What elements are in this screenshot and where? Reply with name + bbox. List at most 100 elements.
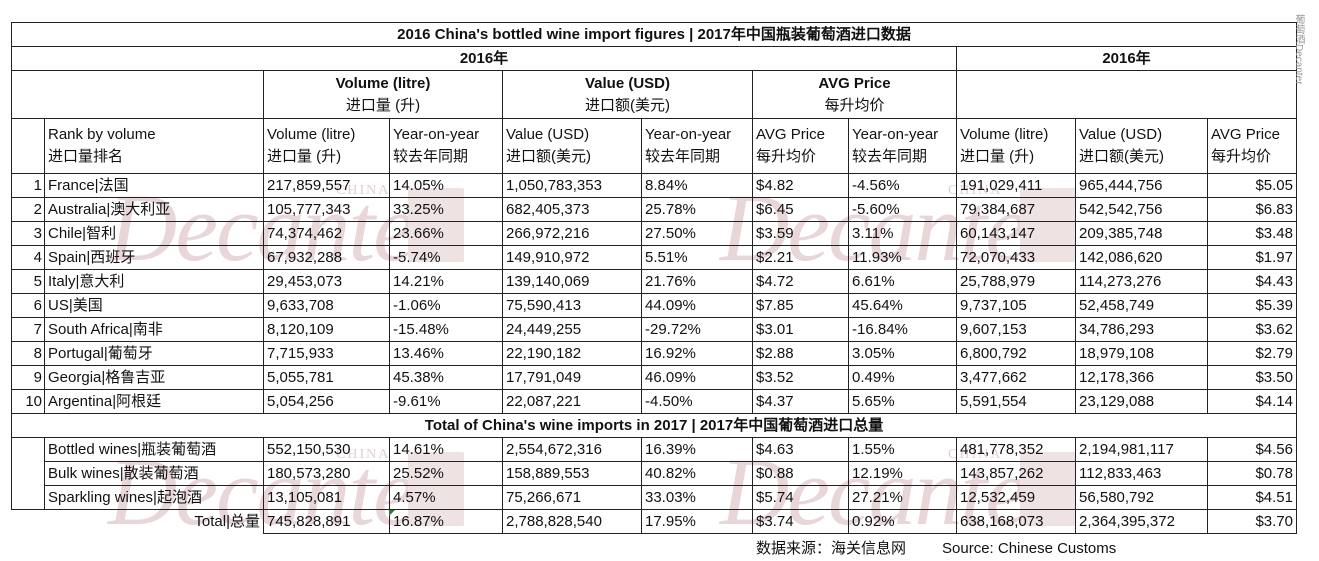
cell-val-2016: 114,273,276 bbox=[1075, 269, 1208, 294]
cell-val-yoy: 25.78% bbox=[641, 197, 753, 222]
cell-val-2016: 142,086,620 bbox=[1075, 245, 1208, 270]
cell-vol-2016: 191,029,411 bbox=[956, 173, 1076, 198]
cell-avg: $7.85 bbox=[752, 293, 849, 318]
cell-vol: 9,633,708 bbox=[263, 293, 390, 318]
cell-avg: $0.88 bbox=[752, 461, 849, 486]
table-row: 8 Portugal|葡萄牙 7,715,933 13.46% 22,190,182 16… bbox=[11, 341, 1297, 366]
cell-val-yoy: 21.76% bbox=[641, 269, 753, 294]
side-watermark: 葡萄酒Decanter bbox=[1293, 14, 1304, 85]
cell-country: US|美国 bbox=[44, 293, 264, 318]
cell-avg-yoy: 1.55% bbox=[848, 437, 957, 462]
cell-val-2016: 34,786,293 bbox=[1075, 317, 1208, 342]
rank-num-header bbox=[11, 118, 45, 174]
table-row: Bottled wines|瓶装葡萄酒 552,150,530 14.61% 2,55… bbox=[11, 437, 1297, 510]
blank-group-header-2016 bbox=[956, 70, 1297, 119]
cell-vol-yoy: 45.38% bbox=[389, 365, 503, 390]
cell-avg: $4.63 bbox=[752, 437, 849, 462]
cell-vol: 745,828,891 bbox=[263, 509, 390, 534]
group-header-volume: Volume (litre) 进口量 (升) bbox=[263, 70, 503, 119]
cell-vol-yoy: -1.06% bbox=[389, 293, 503, 318]
table-row: 10 Argentina|阿根廷 5,054,256 -9.61% 22,087,221… bbox=[11, 389, 1297, 414]
cell-avg-yoy: 12.19% bbox=[848, 461, 957, 486]
table-row: Bulk wines|散装葡萄酒 180,573,280 25.52% 158,889… bbox=[12, 461, 1297, 486]
group-header-value: Value (USD) 进口额(美元) bbox=[502, 70, 753, 119]
col-header-volume-2016: Volume (litre) 进口量 (升) bbox=[956, 118, 1076, 174]
cell-country: Chile|智利 bbox=[44, 221, 264, 246]
cell-wine-type: Bottled wines|瓶装葡萄酒 bbox=[44, 437, 264, 462]
col-header-avg-price: AVG Price 每升均价 bbox=[752, 118, 849, 174]
cell-vol-2016: 9,607,153 bbox=[956, 317, 1076, 342]
cell-vol-yoy: -9.61% bbox=[389, 389, 503, 414]
column-header-row: Rank by volume 进口量排名 Volume (litre) 进口量 (升… bbox=[11, 118, 1297, 174]
cell-val: 1,050,783,353 bbox=[502, 173, 642, 198]
cell-val-2016: 18,979,108 bbox=[1075, 341, 1208, 366]
cell-country: Georgia|格鲁吉亚 bbox=[44, 365, 264, 390]
wine-import-table: 2016 China's bottled wine import figures… bbox=[11, 22, 1297, 534]
cell-avg-yoy: 27.21% bbox=[848, 485, 957, 510]
cell-vol-2016: 6,800,792 bbox=[956, 341, 1076, 366]
cell-avg-yoy: 6.61% bbox=[848, 269, 957, 294]
cell-avg-yoy: 5.65% bbox=[848, 389, 957, 414]
table-row: 2 Australia|澳大利亚 105,777,343 33.25% 682,405,… bbox=[11, 197, 1297, 222]
cell-country: France|法国 bbox=[44, 173, 264, 198]
cell-vol-2016: 60,143,147 bbox=[956, 221, 1076, 246]
table-row: 7 South Africa|南非 8,120,109 -15.48% 24,449,2… bbox=[11, 317, 1297, 342]
col-header-avg-2016: AVG Price 每升均价 bbox=[1207, 118, 1297, 174]
cell-rank: 9 bbox=[11, 365, 45, 390]
cell-val: 158,889,553 bbox=[502, 461, 642, 486]
cell-val: 149,910,972 bbox=[502, 245, 642, 270]
cell-vol-yoy: 4.57% bbox=[389, 485, 503, 510]
cell-avg-yoy: -4.56% bbox=[848, 173, 957, 198]
cell-vol: 217,859,557 bbox=[263, 173, 390, 198]
cell-avg: $3.74 bbox=[752, 509, 849, 534]
cell-wine-type: Bulk wines|散装葡萄酒 bbox=[44, 461, 264, 486]
cell-rank: 3 bbox=[11, 221, 45, 246]
col-header-volume-yoy: Year-on-year 较去年同期 bbox=[389, 118, 503, 174]
cell-val: 682,405,373 bbox=[502, 197, 642, 222]
cell-avg-yoy: -5.60% bbox=[848, 197, 957, 222]
cell-vol-2016: 79,384,687 bbox=[956, 197, 1076, 222]
cell-avg-2016: $3.48 bbox=[1207, 221, 1297, 246]
col-header-value-yoy: Year-on-year 较去年同期 bbox=[641, 118, 753, 174]
cell-val-2016: 2,194,981,117 bbox=[1075, 437, 1208, 462]
source-en: Source: Chinese Customs bbox=[942, 540, 1117, 557]
cell-val-2016: 23,129,088 bbox=[1075, 389, 1208, 414]
cell-vol-yoy: -5.74% bbox=[389, 245, 503, 270]
cell-avg-2016: $1.97 bbox=[1207, 245, 1297, 270]
cell-rank: 4 bbox=[11, 245, 45, 270]
table-row: 3 Chile|智利 74,374,462 23.66% 266,972,216 27.5… bbox=[11, 221, 1297, 246]
cell-val-yoy: 27.50% bbox=[641, 221, 753, 246]
cell-rank: 7 bbox=[11, 317, 45, 342]
cell-vol: 5,054,256 bbox=[263, 389, 390, 414]
cell-rank: 2 bbox=[11, 197, 45, 222]
cell-avg: $3.01 bbox=[752, 317, 849, 342]
cell-avg-2016: $4.51 bbox=[1207, 485, 1297, 510]
totals-title: Total of China's wine imports in 2017 | … bbox=[11, 413, 1297, 438]
table-row: Sparkling wines|起泡酒 13,105,081 4.57% 75,266… bbox=[12, 485, 1297, 510]
cell-vol-2016: 638,168,073 bbox=[956, 509, 1076, 534]
cell-avg: $4.82 bbox=[752, 173, 849, 198]
col-header-avg-yoy: Year-on-year 较去年同期 bbox=[848, 118, 957, 174]
cell-avg-yoy: 3.11% bbox=[848, 221, 957, 246]
cell-val: 22,190,182 bbox=[502, 341, 642, 366]
cell-val-yoy: 46.09% bbox=[641, 365, 753, 390]
col-header-value: Value (USD) 进口额(美元) bbox=[502, 118, 642, 174]
cell-val: 266,972,216 bbox=[502, 221, 642, 246]
grand-total-label: Total|总量 bbox=[11, 509, 264, 534]
cell-avg-2016: $5.39 bbox=[1207, 293, 1297, 318]
year-header-2016: 2016年 bbox=[956, 46, 1297, 71]
cell-avg-yoy: 0.92% bbox=[848, 509, 957, 534]
cell-vol: 8,120,109 bbox=[263, 317, 390, 342]
cell-avg-2016: $4.56 bbox=[1207, 437, 1297, 462]
cell-vol-2016: 25,788,979 bbox=[956, 269, 1076, 294]
cell-vol-2016: 481,778,352 bbox=[956, 437, 1076, 462]
cell-val-2016: 12,178,366 bbox=[1075, 365, 1208, 390]
cell-rank: 1 bbox=[11, 173, 45, 198]
cell-val: 2,554,672,316 bbox=[502, 437, 642, 462]
cell-val: 22,087,221 bbox=[502, 389, 642, 414]
cell-vol-yoy: 14.61% bbox=[389, 437, 503, 462]
blank-group-header bbox=[11, 70, 264, 119]
cell-country: Argentina|阿根廷 bbox=[44, 389, 264, 414]
cell-rank: 10 bbox=[11, 389, 45, 414]
table-row: 6 US|美国 9,633,708 -1.06% 75,590,413 44.09% $7.… bbox=[11, 293, 1297, 318]
